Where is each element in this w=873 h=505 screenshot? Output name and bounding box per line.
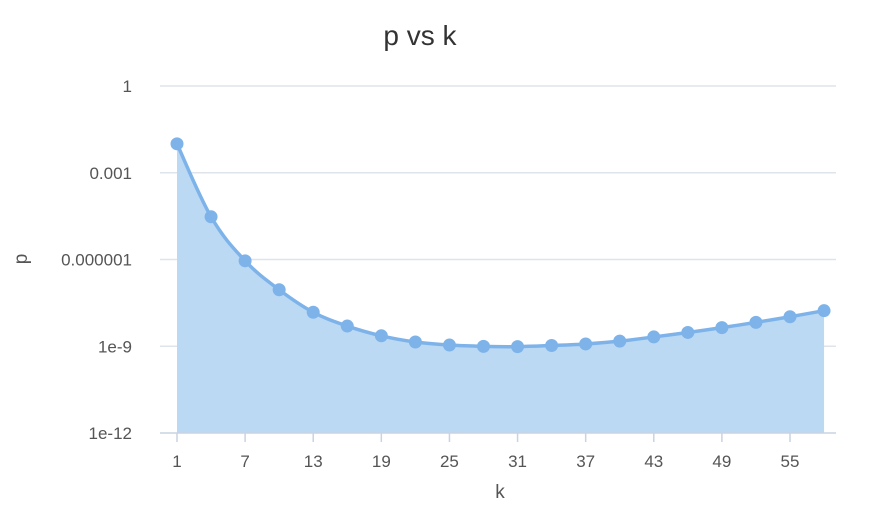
- data-point[interactable]: [442, 338, 456, 352]
- x-tick-label: 1: [172, 452, 181, 471]
- data-point[interactable]: [374, 329, 388, 343]
- data-point[interactable]: [749, 315, 763, 329]
- data-point[interactable]: [511, 340, 525, 354]
- x-tick-label: 55: [781, 452, 800, 471]
- data-point[interactable]: [477, 339, 490, 353]
- data-point[interactable]: [647, 330, 661, 344]
- y-tick-label: 0.001: [89, 164, 132, 183]
- data-point[interactable]: [715, 321, 729, 335]
- y-tick-label: 1: [123, 77, 132, 96]
- x-tick-label: 25: [440, 452, 459, 471]
- chart-title: p vs k: [383, 20, 457, 51]
- data-point[interactable]: [170, 137, 184, 151]
- x-tick-labels: 1 7 13 19 25 31 37 43 49 55: [172, 452, 799, 471]
- points-layer: [170, 137, 831, 354]
- x-tick-label: 43: [644, 452, 663, 471]
- x-tick-label: 31: [508, 452, 527, 471]
- data-point[interactable]: [579, 337, 593, 351]
- data-point[interactable]: [306, 305, 320, 319]
- y-axis-title: p: [11, 254, 32, 265]
- data-point[interactable]: [545, 339, 559, 353]
- x-axis-title: k: [495, 482, 505, 503]
- x-tick-label: 19: [372, 452, 391, 471]
- y-tick-label: 0.000001: [61, 251, 132, 270]
- x-tick-label: 37: [576, 452, 595, 471]
- data-point[interactable]: [204, 210, 218, 224]
- data-point[interactable]: [238, 254, 252, 268]
- area-fill: [177, 143, 825, 434]
- data-point[interactable]: [681, 325, 695, 339]
- y-tick-label: 1e-9: [98, 337, 132, 356]
- data-point[interactable]: [340, 319, 354, 333]
- data-point[interactable]: [613, 334, 627, 348]
- data-point[interactable]: [783, 310, 797, 324]
- x-tick-label: 7: [240, 452, 249, 471]
- data-point[interactable]: [408, 335, 422, 349]
- y-tick-labels: 1 0.001 0.000001 1e-9 1e-12: [61, 77, 132, 443]
- data-point[interactable]: [272, 283, 286, 297]
- y-tick-label: 1e-12: [89, 424, 132, 443]
- axis-layer: [160, 432, 836, 442]
- area-layer: [177, 143, 825, 434]
- x-tick-label: 13: [304, 452, 323, 471]
- data-point[interactable]: [817, 304, 831, 318]
- x-tick-label: 49: [712, 452, 731, 471]
